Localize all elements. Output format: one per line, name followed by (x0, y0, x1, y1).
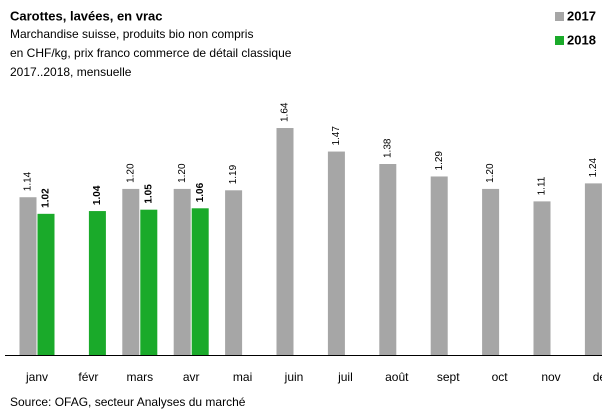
legend-swatch (555, 12, 564, 21)
value-label: 1.19 (228, 164, 239, 184)
x-tick-label: déc (593, 370, 602, 384)
bar (173, 188, 191, 355)
bar (19, 197, 37, 355)
source: Source: OFAG, secteur Analyses du marché (10, 395, 246, 409)
bar (430, 176, 448, 355)
bar (482, 188, 500, 355)
x-tick-label: juin (284, 370, 304, 384)
value-label: 1.20 (485, 163, 496, 183)
x-tick-label: avr (183, 370, 200, 384)
subtitle: Marchandise suisse, produits bio non com… (10, 27, 253, 41)
value-label: 1.14 (23, 171, 34, 191)
value-label: 1.05 (143, 184, 154, 204)
bar (37, 213, 55, 355)
bar (276, 128, 294, 355)
bar (533, 201, 551, 355)
x-tick-label: nov (541, 370, 560, 384)
subtitle: en CHF/kg, prix franco commerce de détai… (10, 46, 292, 60)
bar (191, 208, 209, 355)
x-tick-label: janv (25, 370, 48, 384)
bar (379, 164, 397, 355)
x-tick-label: mars (126, 370, 153, 384)
bar (122, 188, 140, 355)
value-label: 1.47 (331, 126, 342, 146)
value-label: 1.20 (125, 163, 136, 183)
legend-label: 2018 (567, 32, 596, 47)
bar (327, 151, 345, 355)
x-tick-label: juil (337, 370, 353, 384)
value-label: 1.64 (280, 102, 291, 122)
value-label: 1.38 (382, 138, 393, 158)
value-label: 1.06 (195, 182, 206, 202)
x-tick-label: août (385, 370, 409, 384)
x-tick-label: mai (233, 370, 252, 384)
value-label: 1.29 (434, 151, 445, 171)
bar (584, 183, 602, 355)
bar (88, 211, 106, 355)
bar (140, 209, 158, 355)
chart-title: Carottes, lavées, en vrac (10, 8, 162, 23)
value-label: 1.20 (177, 163, 188, 183)
x-tick-label: sept (437, 370, 460, 384)
x-tick-label: oct (492, 370, 509, 384)
x-tick-label: févr (78, 370, 98, 384)
legend-label: 2017 (567, 8, 596, 23)
value-label: 1.11 (537, 176, 548, 195)
value-label: 1.24 (588, 157, 599, 177)
bar (225, 190, 243, 355)
subtitle: 2017..2018, mensuelle (10, 65, 132, 79)
value-label: 1.02 (41, 188, 52, 208)
legend-swatch (555, 36, 564, 45)
value-label: 1.04 (92, 185, 103, 205)
